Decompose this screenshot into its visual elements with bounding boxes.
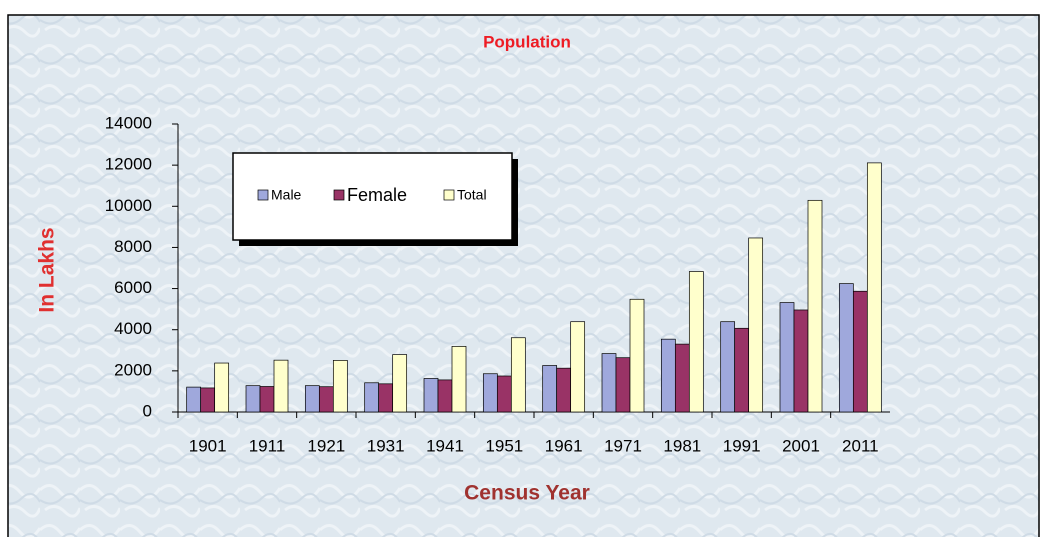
bar xyxy=(838,283,854,413)
bar xyxy=(688,271,704,413)
chart-area xyxy=(7,14,1040,537)
x-tick-label: 1911 xyxy=(249,436,286,455)
y-tick-label: 0 xyxy=(143,401,152,420)
y-tick-label: 4000 xyxy=(114,319,152,338)
y-tick-label: 10000 xyxy=(105,196,152,215)
legend-swatch xyxy=(257,189,269,201)
bar xyxy=(629,298,645,413)
bar xyxy=(852,290,868,413)
legend: Male Female Total xyxy=(232,152,518,246)
bar xyxy=(542,365,558,413)
bar xyxy=(437,379,453,413)
bar xyxy=(660,338,676,413)
bar xyxy=(720,321,736,413)
x-tick-label: 1901 xyxy=(189,436,227,455)
bar xyxy=(496,375,512,413)
y-tick-label: 8000 xyxy=(114,237,152,256)
y-tick-label: 14000 xyxy=(105,113,152,132)
legend-label: Female xyxy=(347,185,407,205)
bar xyxy=(214,362,230,413)
x-axis-label: Census Year xyxy=(464,482,590,505)
x-tick-label: 2011 xyxy=(842,436,879,455)
bar xyxy=(332,360,348,413)
bar xyxy=(245,385,261,413)
bar xyxy=(734,327,750,413)
x-tick-label: 1951 xyxy=(485,436,523,455)
legend-label: Total xyxy=(457,187,487,203)
bar xyxy=(273,359,289,413)
bar xyxy=(601,353,617,413)
bar xyxy=(866,162,882,413)
y-tick-label: 2000 xyxy=(114,360,152,379)
bar xyxy=(556,367,572,413)
x-tick-label: 1971 xyxy=(604,436,642,455)
bar xyxy=(378,383,394,413)
y-tick-label: 12000 xyxy=(105,155,152,174)
bar xyxy=(510,337,526,413)
x-tick-label: 1991 xyxy=(723,436,761,455)
y-tick-label: 6000 xyxy=(114,278,152,297)
bar xyxy=(674,343,690,413)
x-tick-label: 2001 xyxy=(782,436,820,455)
bar xyxy=(615,357,631,413)
bar xyxy=(186,386,202,413)
bar xyxy=(570,321,586,413)
legend-label: Male xyxy=(271,187,302,203)
bar xyxy=(200,387,216,413)
legend-swatch xyxy=(443,189,455,201)
bar xyxy=(807,199,823,413)
x-tick-label: 1941 xyxy=(426,436,464,455)
bar xyxy=(423,378,439,413)
x-tick-label: 1931 xyxy=(367,436,405,455)
bar xyxy=(364,382,380,413)
x-tick-label: 1921 xyxy=(307,436,345,455)
x-tick-label: 1981 xyxy=(663,436,701,455)
bar xyxy=(793,309,809,413)
bar xyxy=(748,237,764,413)
x-tick-label: 1961 xyxy=(545,436,583,455)
bar xyxy=(779,302,795,413)
bar xyxy=(392,354,408,413)
bar xyxy=(451,346,467,413)
bar xyxy=(259,386,275,413)
bar xyxy=(318,386,334,413)
bar xyxy=(304,385,320,413)
y-axis-label: In Lakhs xyxy=(36,227,59,312)
chart-title: Population xyxy=(483,32,571,51)
legend-swatch xyxy=(333,189,345,201)
legend-box xyxy=(232,152,513,241)
bar xyxy=(482,373,498,413)
